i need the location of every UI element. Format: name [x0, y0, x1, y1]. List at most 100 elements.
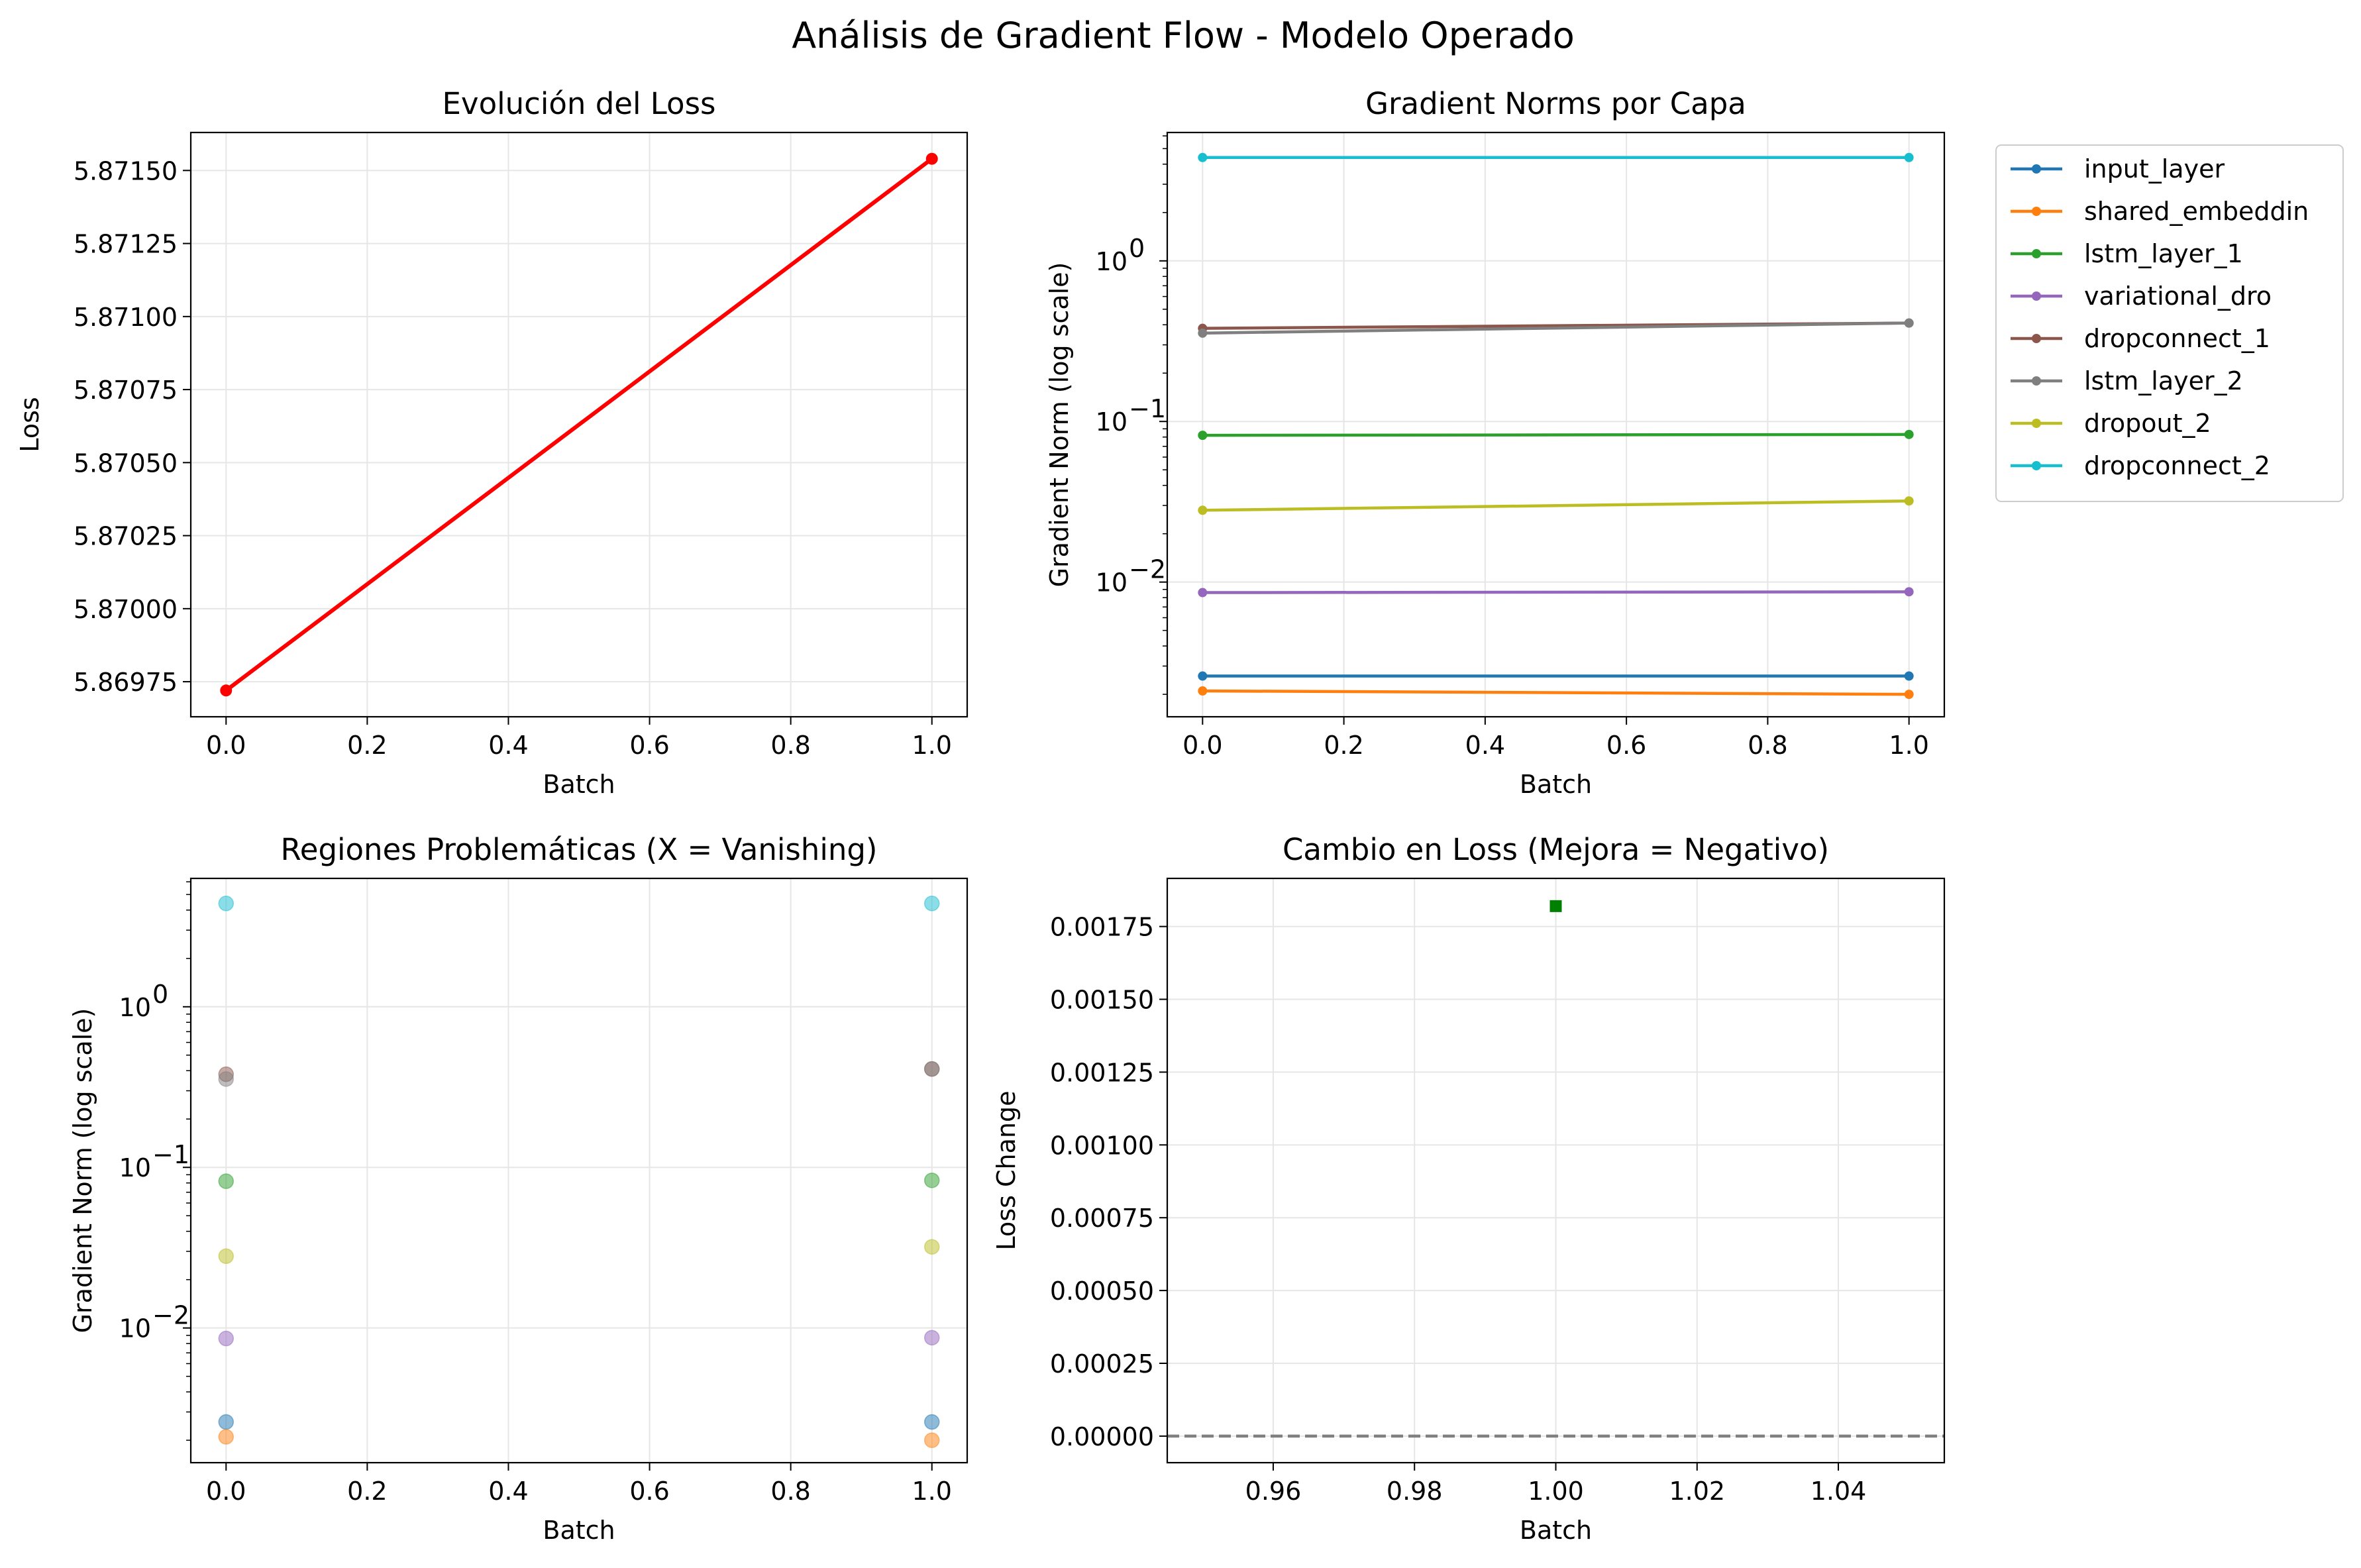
legend-label-lstm_layer_2: lstm_layer_2 [2084, 366, 2243, 395]
figure-title: Análisis de Gradient Flow - Modelo Opera… [792, 15, 1575, 56]
x-tick-label: 0.8 [1748, 731, 1787, 760]
loss-line [225, 157, 933, 692]
scatter-point-variational_dro [923, 1330, 940, 1346]
x-tick-label: 0.0 [206, 731, 246, 760]
loss-ylabel: Loss [15, 397, 44, 452]
legend-marker-input_layer [2032, 164, 2041, 174]
y-tick-label-exponent: −1 [1129, 394, 1166, 423]
y-tick-label: 0.00125 [1050, 1058, 1154, 1087]
loss-change-title: Cambio en Loss (Mejora = Negativo) [1283, 832, 1829, 867]
series-point-dropconnect_2 [1904, 152, 1914, 162]
x-tick-label: 0.6 [629, 731, 669, 760]
y-tick-label-exponent: −2 [1129, 555, 1166, 584]
legend-label-input_layer: input_layer [2084, 154, 2225, 183]
y-tick-label: 5.87025 [74, 522, 178, 551]
loss-change-plot: 0.96 0.98 1.00 1.02 1.04 0.00000 0.00025 0.0005… [992, 832, 1946, 1545]
legend-marker-lstm_layer_2 [2032, 376, 2041, 386]
loss-xlabel: Batch [543, 770, 615, 799]
grad-norms-ylabel: Gradient Norm (log scale) [1045, 262, 1074, 588]
x-tick-label: 1.0 [1889, 731, 1928, 760]
y-tick-label-base: 10 [1096, 407, 1128, 437]
x-tick-label: 0.0 [206, 1477, 246, 1506]
legend-label-dropconnect_2: dropconnect_2 [2084, 451, 2270, 480]
y-tick-label: 0.00075 [1050, 1204, 1154, 1233]
legend-box [1995, 144, 2344, 502]
x-tick-label: 0.96 [1245, 1477, 1302, 1506]
y-tick-label-exponent: −1 [152, 1140, 189, 1169]
plot-frame [189, 877, 969, 1464]
series-point-variational_dro [1904, 587, 1914, 597]
series-point-lstm_layer_2 [1198, 328, 1208, 338]
legend-marker-dropout_2 [2032, 419, 2041, 428]
series-point-shared_embeddin [1904, 690, 1914, 700]
legend-label-dropout_2: dropout_2 [2084, 409, 2211, 438]
legend-label-variational_dro: variational_dro [2084, 282, 2272, 311]
plot-frame [189, 131, 969, 718]
x-tick-label: 0.8 [770, 731, 810, 760]
scatter-point-lstm_layer_1 [218, 1173, 235, 1189]
loss-change-ylabel: Loss Change [992, 1091, 1021, 1251]
legend-label-dropconnect_1: dropconnect_1 [2084, 324, 2270, 353]
x-tick-label: 1.0 [912, 1477, 952, 1506]
y-tick-label: 0.00025 [1050, 1349, 1154, 1379]
legend-marker-dropconnect_2 [2032, 461, 2041, 470]
y-tick-label: 0.00150 [1050, 986, 1154, 1015]
x-tick-label: 0.2 [347, 731, 387, 760]
y-tick-label: 0.00000 [1050, 1422, 1154, 1451]
plot-frame [1166, 131, 1946, 718]
series-point-input_layer [1198, 671, 1208, 681]
legend-marker-dropconnect_1 [2032, 334, 2041, 343]
scatter-point-dropout_2 [923, 1239, 940, 1255]
series-point-dropout_2 [1904, 496, 1914, 506]
y-tick-label: 5.86975 [74, 668, 178, 697]
y-tick-label: 5.87100 [74, 303, 178, 332]
scatter-point-lstm_layer_1 [923, 1173, 940, 1188]
series-line-dropout_2 [1202, 499, 1909, 512]
x-tick-label: 0.8 [770, 1477, 810, 1506]
problem-regions-title: Regiones Problemáticas (X = Vanishing) [281, 832, 878, 867]
x-tick-label: 0.4 [488, 1477, 528, 1506]
series-line-shared_embeddin [1202, 689, 1909, 696]
loss-title: Evolución del Loss [443, 86, 716, 121]
series-point-dropconnect_2 [1198, 152, 1208, 162]
scatter-point-shared_embeddin [218, 1429, 235, 1445]
legend-label-shared_embeddin: shared_embeddin [2084, 197, 2309, 226]
series-point-lstm_layer_1 [1904, 429, 1914, 439]
loss-point [925, 152, 938, 165]
y-tick-label: 5.87000 [74, 595, 178, 624]
y-tick-label-exponent: 0 [152, 980, 168, 1009]
loss-change-xlabel: Batch [1520, 1516, 1592, 1545]
problem-regions-xlabel: Batch [543, 1516, 615, 1545]
loss-point [220, 684, 233, 697]
grad-norms-title: Gradient Norms por Capa [1365, 86, 1746, 121]
y-tick-label: 0.00100 [1050, 1131, 1154, 1160]
loss-evolution-plot: 0.0 0.2 0.4 0.6 0.8 1.0 5.86975 5.87000 5.87025 5… [15, 86, 969, 799]
problem-regions-ylabel: Gradient Norm (log scale) [68, 1008, 97, 1333]
x-tick-label: 0.2 [347, 1477, 387, 1506]
x-tick-label: 0.4 [488, 731, 528, 760]
x-tick-label: 1.04 [1810, 1477, 1867, 1506]
series-point-lstm_layer_2 [1904, 318, 1914, 328]
y-tick-label: 5.87125 [74, 230, 178, 259]
series-line-lstm_layer_2 [1202, 321, 1909, 335]
x-tick-label: 1.00 [1528, 1477, 1584, 1506]
y-tick-label-exponent: −2 [152, 1301, 189, 1330]
scatter-point-input_layer [923, 1414, 940, 1430]
scatter-point-lstm_layer_2 [218, 1071, 235, 1087]
loss-change-marker [1549, 900, 1562, 912]
scatter-point-input_layer [218, 1414, 235, 1430]
y-tick-label: 5.87050 [74, 448, 178, 478]
y-tick-label-base: 10 [119, 1314, 151, 1343]
scatter-point-lstm_layer_2 [923, 1061, 940, 1077]
grad-norms-xlabel: Batch [1520, 770, 1592, 799]
y-tick-label-base: 10 [1096, 247, 1128, 276]
y-tick-label-exponent: 0 [1129, 234, 1145, 263]
y-tick-label-base: 10 [1096, 568, 1128, 598]
y-tick-label: 0.00175 [1050, 913, 1154, 942]
x-tick-label: 0.6 [629, 1477, 669, 1506]
legend: input_layer shared_embeddin lstm_layer_1va… [1995, 144, 2344, 502]
x-tick-label: 0.2 [1324, 731, 1363, 760]
legend-marker-lstm_layer_1 [2032, 249, 2041, 258]
scatter-point-dropconnect_2 [923, 896, 940, 912]
